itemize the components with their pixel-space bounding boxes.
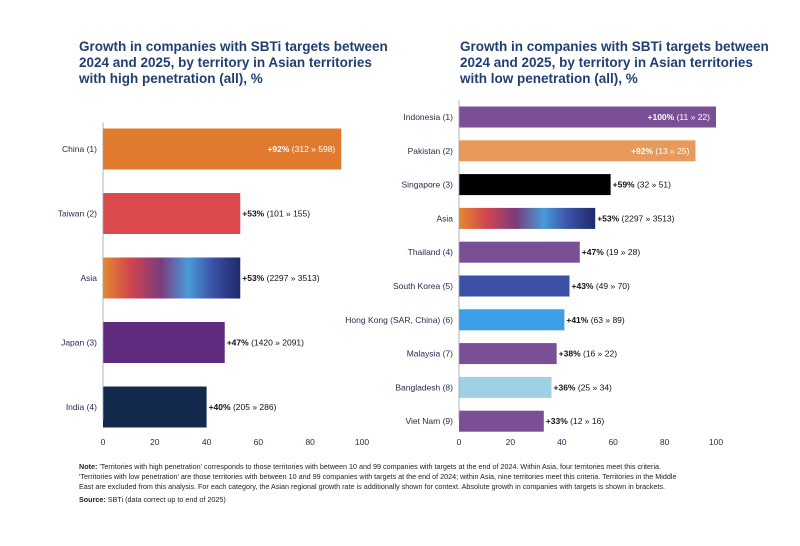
note-text-3: East are excluded from this analysis. Fo… bbox=[79, 482, 665, 491]
data-label-c2-asia: +53% (2297 » 3513) bbox=[597, 213, 674, 223]
bar-c2-pakistan-2 bbox=[459, 140, 696, 162]
x-tick-label-c2-80: 80 bbox=[660, 437, 670, 447]
note-label: Note: bbox=[79, 462, 98, 471]
category-label-c1-china-1: China (1) bbox=[62, 144, 97, 154]
x-tick-label-c1-0: 0 bbox=[101, 437, 106, 447]
data-label-c1-taiwan-2: +53% (101 » 155) bbox=[242, 209, 310, 219]
category-label-c2-hong-kong-sar-china-6: Hong Kong (SAR, China) (6) bbox=[345, 315, 453, 325]
data-label-c2-malaysia-7: +38% (16 » 22) bbox=[559, 349, 618, 359]
bar-c2-singapore-3 bbox=[459, 174, 611, 196]
x-tick-label-c2-40: 40 bbox=[557, 437, 567, 447]
data-label-c2-thailand-4: +47% (19 » 28) bbox=[582, 247, 641, 257]
bar-c2-viet-nam-9 bbox=[459, 410, 544, 432]
chart-title-high-penetration: Growth in companies with SBTi targets be… bbox=[79, 39, 388, 86]
category-label-c2-bangladesh-8: Bangladesh (8) bbox=[395, 382, 453, 392]
bar-c2-south-korea-5 bbox=[459, 275, 570, 297]
x-tick-label-c1-100: 100 bbox=[355, 437, 369, 447]
category-label-c2-singapore-3: Singapore (3) bbox=[401, 180, 453, 190]
note-text-1: 'Territories with high penetration' corr… bbox=[99, 462, 662, 471]
data-label-c1-india-4: +40% (205 » 286) bbox=[209, 402, 277, 412]
data-label-c1-asia: +53% (2297 » 3513) bbox=[242, 273, 319, 283]
data-label-c2-pakistan-2: +92% (13 » 25) bbox=[631, 146, 690, 156]
bar-c1-china-1 bbox=[103, 128, 342, 170]
bar-c2-thailand-4 bbox=[459, 241, 580, 263]
data-label-c2-singapore-3: +59% (32 » 51) bbox=[613, 180, 672, 190]
bar-c2-indonesia-1 bbox=[459, 106, 716, 128]
bar-c2-bangladesh-8 bbox=[459, 376, 552, 398]
category-label-c2-thailand-4: Thailand (4) bbox=[408, 247, 454, 257]
x-tick-label-c2-0: 0 bbox=[457, 437, 462, 447]
x-tick-label-c1-60: 60 bbox=[254, 437, 264, 447]
chart-notes: Note: 'Territories with high penetration… bbox=[79, 462, 729, 505]
chart-title-low-penetration: Growth in companies with SBTi targets be… bbox=[460, 39, 769, 86]
category-label-c2-south-korea-5: South Korea (5) bbox=[393, 281, 453, 291]
data-label-c2-indonesia-1: +100% (11 » 22) bbox=[648, 112, 711, 122]
category-label-c2-asia: Asia bbox=[436, 213, 453, 223]
data-label-c2-bangladesh-8: +36% (25 » 34) bbox=[554, 382, 613, 392]
x-tick-label-c2-100: 100 bbox=[709, 437, 723, 447]
source-text: SBTi (data correct up to end of 2025) bbox=[107, 495, 226, 504]
bar-c1-india-4 bbox=[103, 386, 207, 428]
category-label-c1-japan-3: Japan (3) bbox=[61, 338, 97, 348]
x-tick-label-c2-60: 60 bbox=[608, 437, 618, 447]
category-label-c2-malaysia-7: Malaysia (7) bbox=[407, 349, 453, 359]
data-label-c1-japan-3: +47% (1420 » 2091) bbox=[227, 338, 304, 348]
data-label-c2-hong-kong-sar-china-6: +41% (63 » 89) bbox=[566, 315, 625, 325]
bar-c1-asia bbox=[103, 257, 241, 299]
bar-charts: China (1) +92% (312 » 598) Taiwan (2) +53% … bbox=[58, 100, 723, 447]
category-label-c2-pakistan-2: Pakistan (2) bbox=[408, 146, 454, 156]
bar-c2-hong-kong-sar-china-6 bbox=[459, 309, 565, 331]
data-label-c2-south-korea-5: +43% (49 » 70) bbox=[572, 281, 631, 291]
category-label-c1-asia: Asia bbox=[80, 273, 97, 283]
data-label-c1-china-1: +92% (312 » 598) bbox=[267, 144, 335, 154]
bar-c1-taiwan-2 bbox=[103, 193, 241, 234]
bar-c2-malaysia-7 bbox=[459, 343, 557, 365]
category-label-c2-viet-nam-9: Viet Nam (9) bbox=[405, 416, 453, 426]
x-tick-label-c2-20: 20 bbox=[506, 437, 516, 447]
x-tick-label-c1-20: 20 bbox=[150, 437, 160, 447]
data-label-c2-viet-nam-9: +33% (12 » 16) bbox=[546, 416, 605, 426]
category-label-c2-indonesia-1: Indonesia (1) bbox=[403, 112, 453, 122]
note-text-2: 'Territories with low penetration' are t… bbox=[79, 472, 677, 481]
bar-c1-japan-3 bbox=[103, 322, 225, 363]
category-label-c1-taiwan-2: Taiwan (2) bbox=[58, 209, 97, 219]
category-label-c1-india-4: India (4) bbox=[66, 402, 97, 412]
x-tick-label-c1-40: 40 bbox=[202, 437, 212, 447]
bar-c2-asia bbox=[459, 207, 596, 229]
source-label: Source: bbox=[79, 495, 106, 504]
x-tick-label-c1-80: 80 bbox=[305, 437, 315, 447]
